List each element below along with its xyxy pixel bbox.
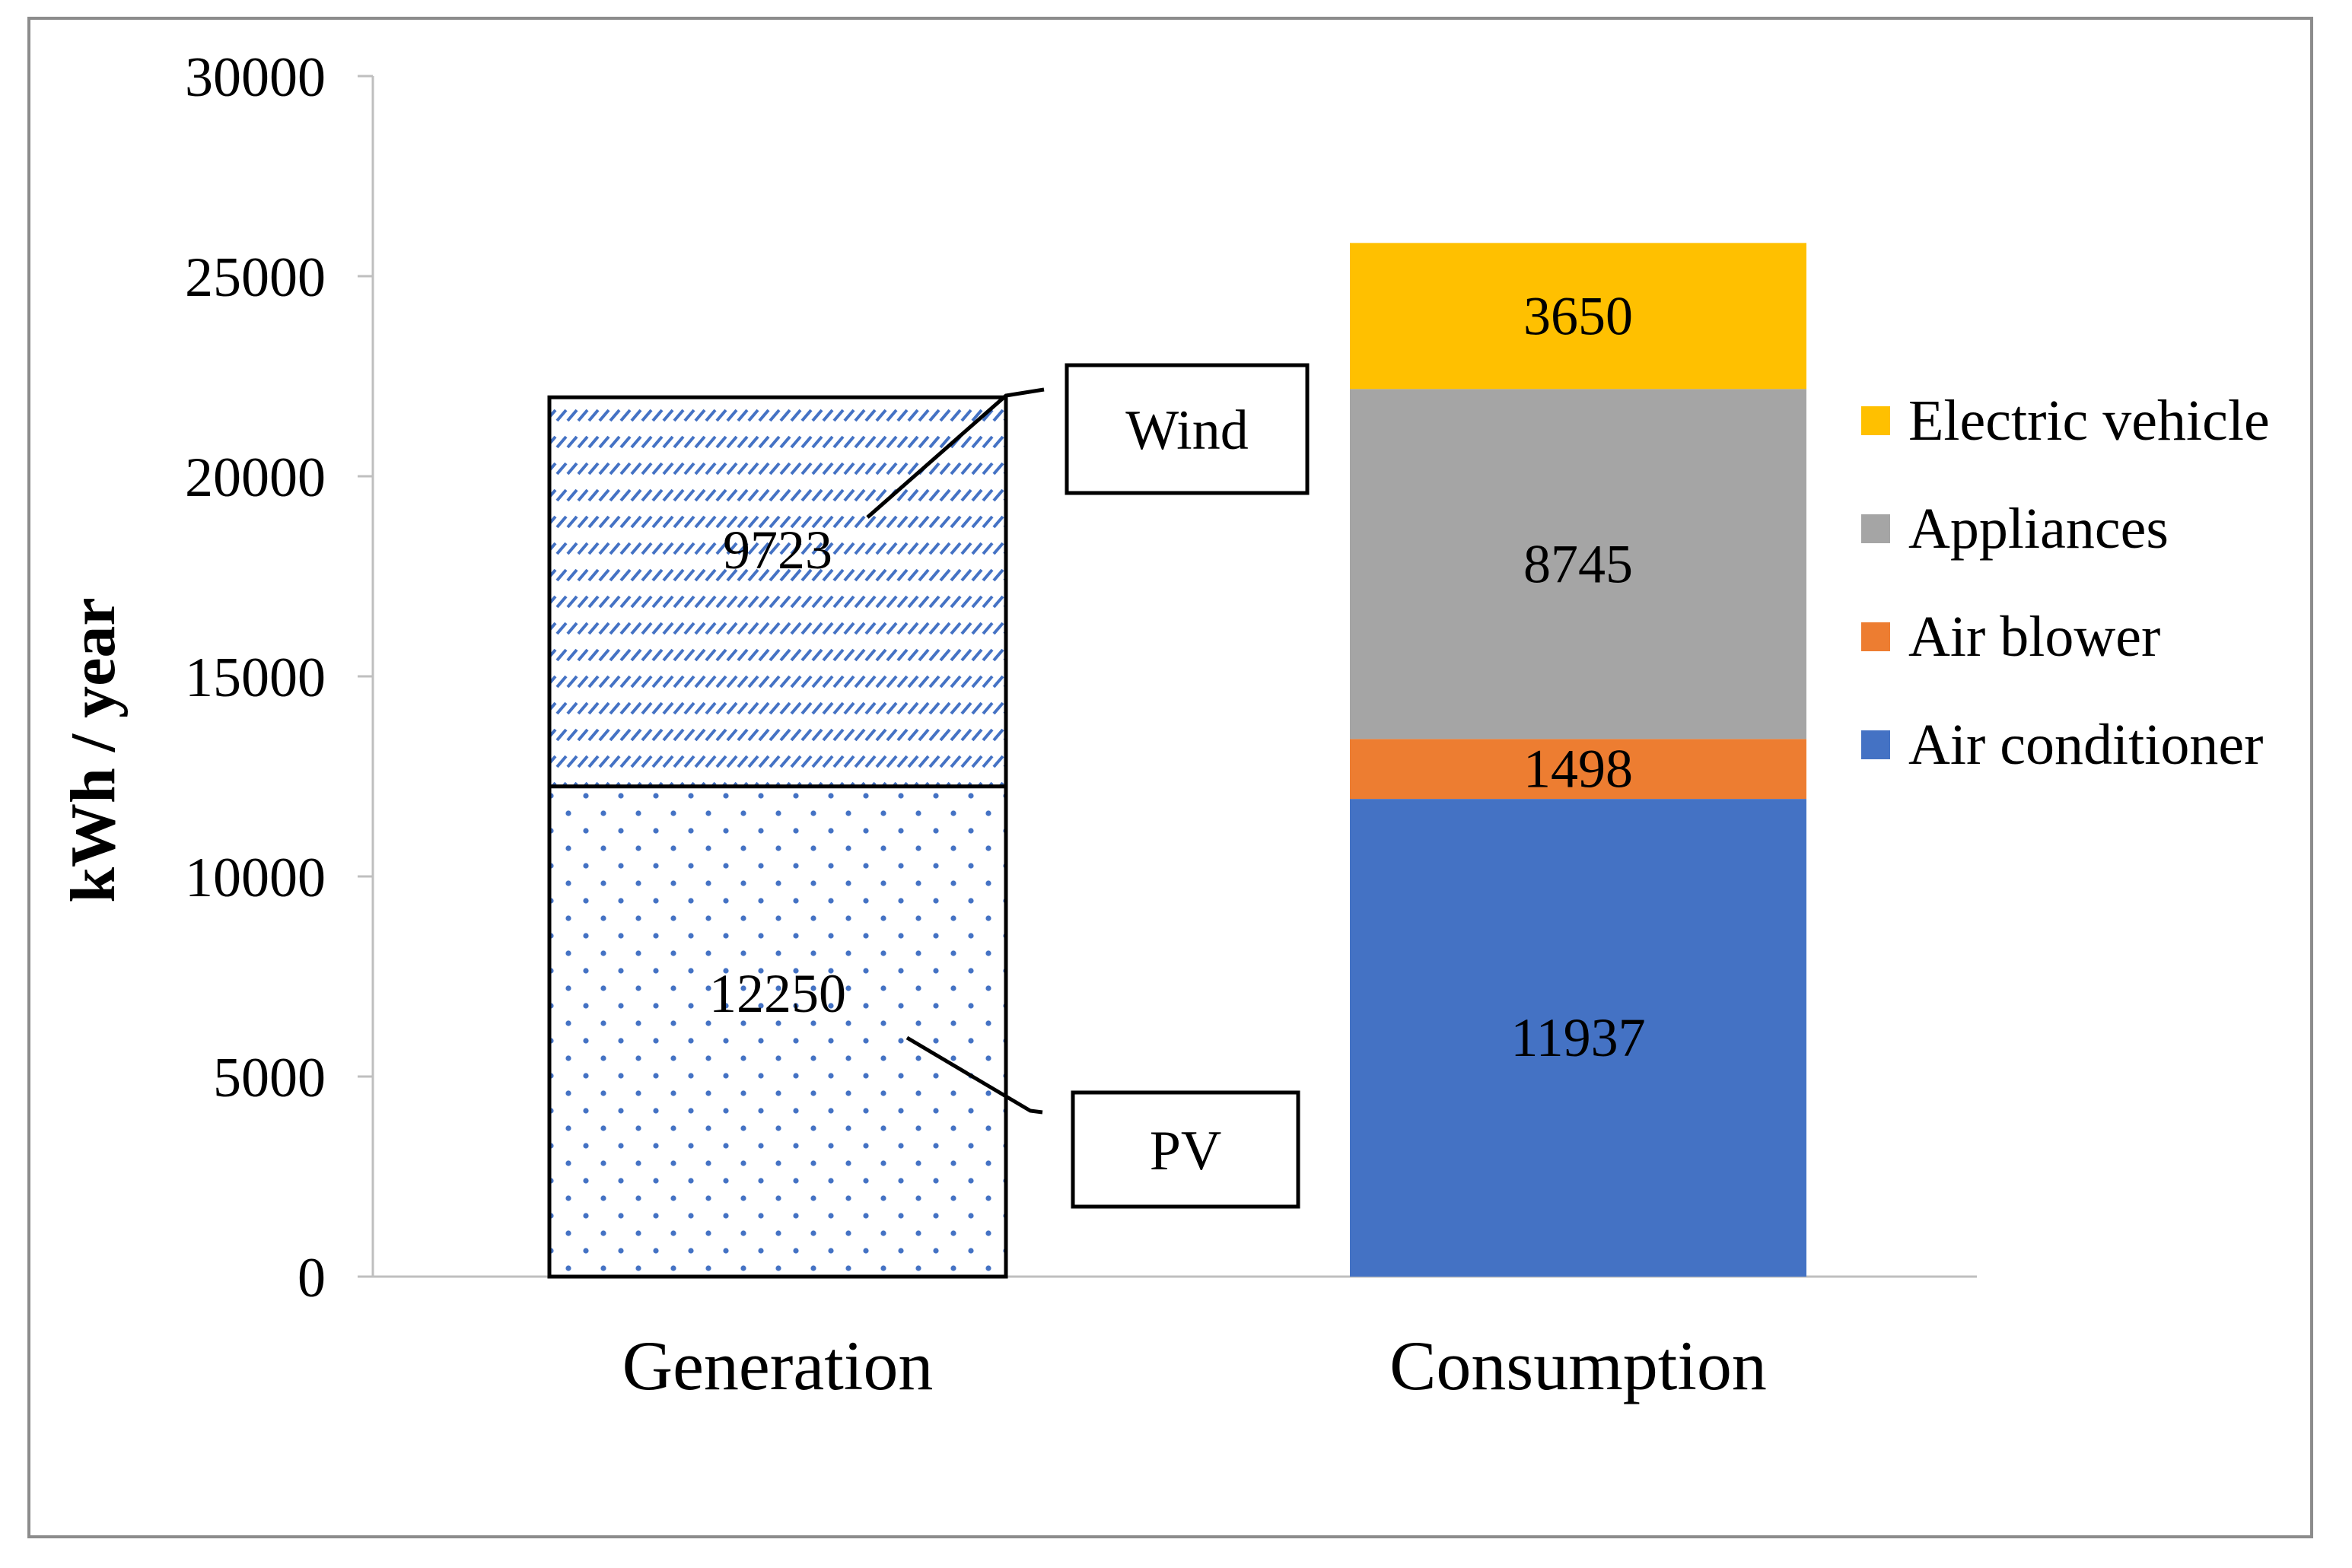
legend-swatch-air-blower	[1861, 622, 1890, 651]
data-labels-layer: 12250 9723 11937 1498 8745 3650	[709, 285, 1646, 1068]
x-category-label-generation: Generation	[622, 1327, 934, 1404]
callout-leader-wind	[866, 387, 1045, 519]
chart-frame	[27, 17, 2313, 1538]
y-tick-label-10000: 10000	[185, 847, 326, 909]
legend-swatch-electric-vehicle	[1861, 406, 1890, 435]
callout-leader-pv	[905, 1035, 1043, 1115]
data-label-appliances: 8745	[1523, 533, 1633, 594]
bar-segment-appliances	[1350, 389, 1806, 739]
callouts-layer: PV Wind	[866, 363, 1310, 1209]
data-label-air-conditioner: 11937	[1510, 1007, 1645, 1068]
legend-label-appliances: Appliances	[1908, 497, 2169, 561]
y-tick-label-30000: 30000	[185, 46, 326, 109]
data-label-wind: 9723	[723, 520, 832, 580]
callout-label-wind: Wind	[1125, 399, 1248, 462]
y-axis-title: kWh / year	[58, 597, 129, 902]
callout-label-pv: PV	[1150, 1120, 1222, 1182]
bar-segment-electric-vehicle	[1350, 243, 1806, 390]
bar-segment-air-blower	[1350, 739, 1806, 800]
y-tick-label-0: 0	[298, 1247, 326, 1309]
data-label-electric-vehicle: 3650	[1523, 285, 1633, 346]
x-category-label-consumption: Consumption	[1389, 1327, 1767, 1404]
y-tick-label-20000: 20000	[185, 447, 326, 509]
data-label-pv: 12250	[709, 963, 846, 1024]
legend-swatch-appliances	[1861, 514, 1890, 543]
y-tick-label-5000: 5000	[213, 1047, 326, 1109]
legend-swatch-air-conditioner	[1861, 730, 1890, 759]
y-tick-label-25000: 25000	[185, 246, 326, 309]
callout-box-wind	[1065, 363, 1310, 495]
legend: Electric vehicle Appliances Air blower Air …	[1861, 389, 2270, 777]
bar-segment-pv	[547, 784, 1008, 1279]
bars-layer	[547, 243, 1806, 1279]
bar-segment-air-conditioner	[1350, 799, 1806, 1277]
y-tick-label-15000: 15000	[185, 647, 326, 709]
callout-box-pv	[1071, 1090, 1300, 1209]
legend-label-electric-vehicle: Electric vehicle	[1908, 389, 2270, 453]
y-axis-ticks: 0 5000 10000 15000 20000 25000 30000	[185, 46, 373, 1309]
category-labels-layer: Generation Consumption	[622, 1327, 1767, 1404]
legend-label-air-conditioner: Air conditioner	[1908, 713, 2263, 777]
data-label-air-blower: 1498	[1523, 739, 1633, 800]
legend-label-air-blower: Air blower	[1908, 605, 2160, 669]
